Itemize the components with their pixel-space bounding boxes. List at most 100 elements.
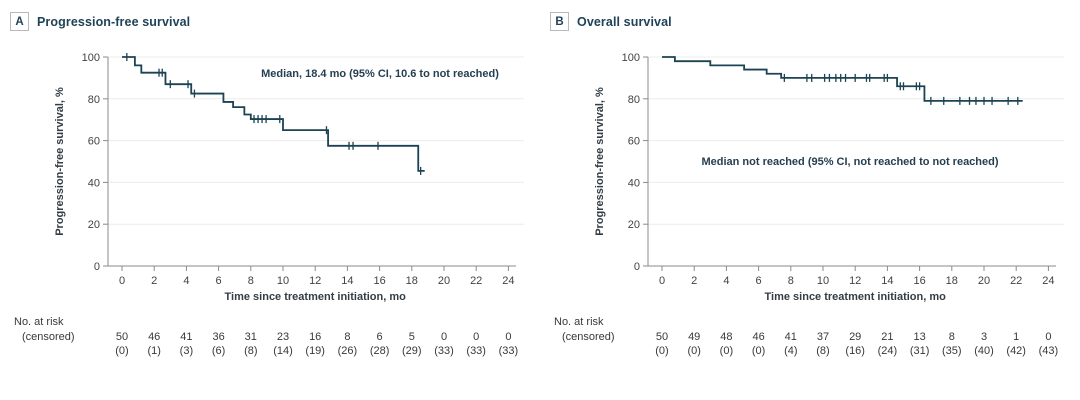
at-risk-count: 1 — [1013, 331, 1019, 343]
at-risk-count: 8 — [949, 331, 955, 343]
y-tick-label: 80 — [628, 94, 640, 106]
censored-count: (0) — [752, 345, 765, 357]
censored-count: (3) — [180, 345, 193, 357]
x-tick-label: 14 — [341, 275, 353, 287]
censored-count: (35) — [942, 345, 962, 357]
x-tick-label: 22 — [1010, 275, 1022, 287]
at-risk-count: 13 — [913, 331, 925, 343]
survival-curve — [662, 56, 1023, 102]
at-risk-count: 0 — [441, 331, 447, 343]
x-tick-label: 10 — [817, 275, 829, 287]
at-risk-count: 29 — [849, 331, 861, 343]
y-tick-label: 80 — [88, 94, 100, 106]
censored-count: (8) — [816, 345, 829, 357]
panel-progression-free-survival: A Progression-free survival 0 20 40 60 80 100… — [10, 12, 524, 357]
censored-count: (28) — [370, 345, 390, 357]
censored-count: (19) — [305, 345, 325, 357]
at-risk-label: No. at risk — [14, 316, 64, 328]
y-tick-label: 60 — [628, 136, 640, 148]
censored-count: (33) — [434, 345, 454, 357]
censored-count: (31) — [910, 345, 930, 357]
x-axis-title: Time since treatment initiation, mo — [765, 291, 947, 303]
x-tick-label: 12 — [309, 275, 321, 287]
censored-count: (0) — [115, 345, 128, 357]
at-risk-count: 0 — [505, 331, 511, 343]
x-tick-label: 0 — [119, 275, 125, 287]
panel-letter-a: A — [10, 12, 29, 31]
censored-count: (42) — [1006, 345, 1026, 357]
censored-count: (14) — [273, 345, 293, 357]
censored-count: (16) — [845, 345, 865, 357]
panel-a-header: A Progression-free survival — [10, 12, 190, 31]
y-tick-label: 20 — [88, 219, 100, 231]
at-risk-count: 46 — [752, 331, 764, 343]
y-axis-title: Progression-free survival, % — [54, 87, 66, 236]
at-risk-count: 36 — [212, 331, 224, 343]
panel-letter-b: B — [550, 12, 569, 31]
x-tick-label: 6 — [756, 275, 762, 287]
x-tick-label: 4 — [723, 275, 729, 287]
y-tick-label: 100 — [82, 52, 100, 64]
censored-count: (33) — [466, 345, 486, 357]
at-risk-count: 16 — [309, 331, 321, 343]
at-risk-count: 6 — [377, 331, 383, 343]
x-tick-label: 10 — [277, 275, 289, 287]
at-risk-count: 37 — [817, 331, 829, 343]
survival-curve — [122, 56, 425, 172]
x-tick-label: 0 — [659, 275, 665, 287]
at-risk-count: 50 — [656, 331, 668, 343]
x-tick-label: 4 — [183, 275, 189, 287]
x-tick-label: 24 — [1042, 275, 1054, 287]
at-risk-count: 21 — [881, 331, 893, 343]
censored-count: (0) — [720, 345, 733, 357]
y-tick-label: 20 — [628, 219, 640, 231]
x-tick-label: 2 — [691, 275, 697, 287]
at-risk-count: 8 — [344, 331, 350, 343]
x-axis-title: Time since treatment initiation, mo — [225, 291, 407, 303]
median-annotation: Median, 18.4 mo (95% CI, 10.6 to not rea… — [261, 68, 499, 80]
at-risk-count: 23 — [277, 331, 289, 343]
censored-count: (6) — [212, 345, 225, 357]
censored-count: (4) — [784, 345, 797, 357]
x-tick-label: 8 — [788, 275, 794, 287]
at-risk-label: No. at risk — [554, 316, 604, 328]
y-tick-label: 40 — [88, 177, 100, 189]
censored-count: (0) — [687, 345, 700, 357]
censored-count: (26) — [338, 345, 358, 357]
y-tick-label: 0 — [634, 261, 640, 273]
censored-label: (censored) — [22, 331, 75, 343]
x-tick-label: 20 — [438, 275, 450, 287]
at-risk-count: 0 — [1045, 331, 1051, 343]
censored-count: (33) — [499, 345, 519, 357]
censored-count: (8) — [244, 345, 257, 357]
at-risk-count: 3 — [981, 331, 987, 343]
censored-count: (1) — [147, 345, 160, 357]
x-tick-label: 18 — [406, 275, 418, 287]
censored-count: (0) — [655, 345, 668, 357]
y-tick-label: 0 — [94, 261, 100, 273]
at-risk-count: 5 — [409, 331, 415, 343]
panel-overall-survival: B Overall survival 0 20 40 60 80 100 0 2 4 6 8 10 12… — [540, 0, 1080, 400]
x-tick-label: 8 — [248, 275, 254, 287]
x-tick-label: 16 — [373, 275, 385, 287]
y-axis-title: Progression-free survival, % — [594, 87, 606, 236]
censored-label: (censored) — [562, 331, 615, 343]
x-tick-label: 22 — [470, 275, 482, 287]
x-tick-label: 24 — [502, 275, 514, 287]
x-tick-label: 14 — [881, 275, 893, 287]
x-tick-label: 6 — [216, 275, 222, 287]
median-annotation: Median not reached (95% CI, not reached … — [701, 156, 998, 168]
panel-b-header: B Overall survival — [550, 12, 672, 31]
x-tick-label: 18 — [946, 275, 958, 287]
at-risk-count: 41 — [180, 331, 192, 343]
at-risk-count: 46 — [148, 331, 160, 343]
at-risk-count: 31 — [245, 331, 257, 343]
censored-count: (40) — [974, 345, 994, 357]
panel-a-title: Progression-free survival — [37, 14, 191, 29]
censored-count: (29) — [402, 345, 422, 357]
x-tick-label: 2 — [151, 275, 157, 287]
at-risk-count: 0 — [473, 331, 479, 343]
